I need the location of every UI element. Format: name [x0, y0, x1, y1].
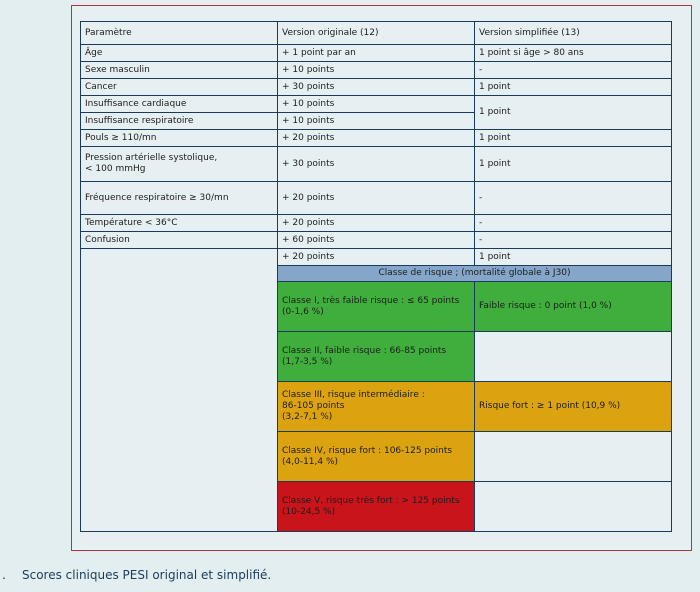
- simplified-cell: -: [474, 181, 672, 215]
- simplified-risk-low: Faible risque : 0 point (1,0 %): [474, 281, 672, 332]
- simplified-risk-high: Risque fort : ≥ 1 point (10,9 %): [474, 381, 672, 432]
- figure-caption: . Scores cliniques PESI original et simp…: [2, 568, 272, 582]
- caption-text: Scores cliniques PESI original et simpli…: [22, 568, 272, 582]
- param-cell: Confusion: [80, 231, 278, 249]
- simplified-cell: 1 point: [474, 248, 672, 266]
- risk-class-row: Classe V, risque très fort : > 125 point…: [81, 481, 672, 532]
- class-line: (1,7-3,5 %): [282, 356, 333, 367]
- class-line: Classe II, faible risque : 66-85 points: [282, 345, 447, 356]
- risk-class-row: Classe IV, risque fort : 106-125 points …: [81, 431, 672, 482]
- param-cell: Fréquence respiratoire ≥ 30/mn: [80, 181, 278, 215]
- original-cell: + 20 points: [277, 248, 475, 266]
- class-line: Classe IV, risque fort : 106-125 points: [282, 445, 453, 456]
- pesi-table: Paramètre Version originale (12) Version…: [80, 21, 672, 532]
- class-line: (0-1,6 %): [282, 306, 324, 317]
- class-line: (10-24,5 %): [282, 506, 336, 517]
- param-cell: Température < 36°C: [80, 214, 278, 232]
- risk-class-1: Classe I, très faible risque : ≤ 65 poin…: [277, 281, 475, 332]
- risk-class-row: Classe II, faible risque : 66-85 points …: [81, 331, 672, 382]
- original-cell: + 60 points: [277, 231, 475, 249]
- empty-cell: [80, 248, 278, 532]
- original-cell: + 10 points: [277, 112, 475, 130]
- param-line: Pression artérielle systolique,: [85, 153, 218, 163]
- risk-class-5: Classe V, risque très fort : > 125 point…: [277, 481, 475, 532]
- simplified-cell: 1 point: [474, 95, 672, 130]
- empty-cell: [474, 431, 672, 482]
- header-row: Paramètre Version originale (12) Version…: [80, 21, 672, 45]
- table-row: Fréquence respiratoire ≥ 30/mn + 20 poin…: [80, 181, 672, 215]
- original-cell: + 1 point par an: [277, 44, 475, 62]
- table-row: Sexe masculin + 10 points -: [80, 61, 672, 79]
- param-cell: Âge: [80, 44, 278, 62]
- risk-class-row: Classe III, risque intermédiaire : 86-10…: [81, 381, 672, 432]
- header-cell: Version originale (12): [277, 21, 475, 45]
- class-line: Classe III, risque intermédiaire :: [282, 390, 425, 400]
- param-cell: Pouls ≥ 110/mn: [80, 129, 278, 147]
- class-line: Classe V, risque très fort : > 125 point…: [282, 495, 460, 506]
- caption-number: .: [2, 568, 6, 582]
- table-row: Température < 36°C + 20 points -: [80, 214, 672, 232]
- param-cell: Cancer: [80, 78, 278, 96]
- table-row: Pression artérielle systolique, < 100 mm…: [80, 146, 672, 182]
- class-line: 86-105 points: [282, 401, 345, 411]
- param-cell: Insuffisance cardiaque: [80, 95, 278, 113]
- simplified-cell: -: [474, 231, 672, 249]
- simplified-cell: -: [474, 214, 672, 232]
- table-row: Âge + 1 point par an 1 point si âge > 80…: [80, 44, 672, 62]
- original-cell: + 30 points: [277, 78, 475, 96]
- simplified-cell: -: [474, 61, 672, 79]
- risk-class-2: Classe II, faible risque : 66-85 points …: [277, 331, 475, 382]
- risk-class-4: Classe IV, risque fort : 106-125 points …: [277, 431, 475, 482]
- original-cell: + 30 points: [277, 146, 475, 182]
- table-row: Confusion + 60 points -: [80, 231, 672, 249]
- param-line: < 100 mmHg: [85, 164, 146, 174]
- original-cell: + 10 points: [277, 61, 475, 79]
- class-line: (4,0-11,4 %): [282, 456, 339, 467]
- table-row: + 20 points 1 point: [80, 248, 672, 532]
- original-cell: + 20 points: [277, 214, 475, 232]
- original-cell: + 20 points: [277, 129, 475, 147]
- param-cell: Sexe masculin: [80, 61, 278, 79]
- table-row: Pouls ≥ 110/mn + 20 points 1 point: [80, 129, 672, 147]
- simplified-cell: 1 point: [474, 129, 672, 147]
- empty-cell: [474, 331, 672, 382]
- class-line: (3,2-7,1 %): [282, 412, 333, 422]
- original-cell: + 10 points: [277, 95, 475, 113]
- risk-class-row: Classe I, très faible risque : ≤ 65 poin…: [81, 281, 672, 332]
- param-cell: Insuffisance respiratoire: [80, 112, 278, 130]
- header-cell: Version simplifiée (13): [474, 21, 672, 45]
- simplified-cell: 1 point: [474, 78, 672, 96]
- header-cell: Paramètre: [80, 21, 278, 45]
- empty-cell: [474, 481, 672, 532]
- table-row: Insuffisance cardiaque + 10 points 1 poi…: [80, 95, 672, 130]
- simplified-cell: 1 point: [474, 146, 672, 182]
- class-line: Classe I, très faible risque : ≤ 65 poin…: [282, 295, 460, 306]
- original-cell: + 20 points: [277, 181, 475, 215]
- risk-class-3: Classe III, risque intermédiaire : 86-10…: [277, 381, 475, 432]
- risk-header: Classe de risque ; (mortalité globale à …: [277, 265, 672, 282]
- table-row: Cancer + 30 points 1 point: [80, 78, 672, 96]
- param-cell: Pression artérielle systolique, < 100 mm…: [80, 146, 278, 182]
- simplified-cell: 1 point si âge > 80 ans: [474, 44, 672, 62]
